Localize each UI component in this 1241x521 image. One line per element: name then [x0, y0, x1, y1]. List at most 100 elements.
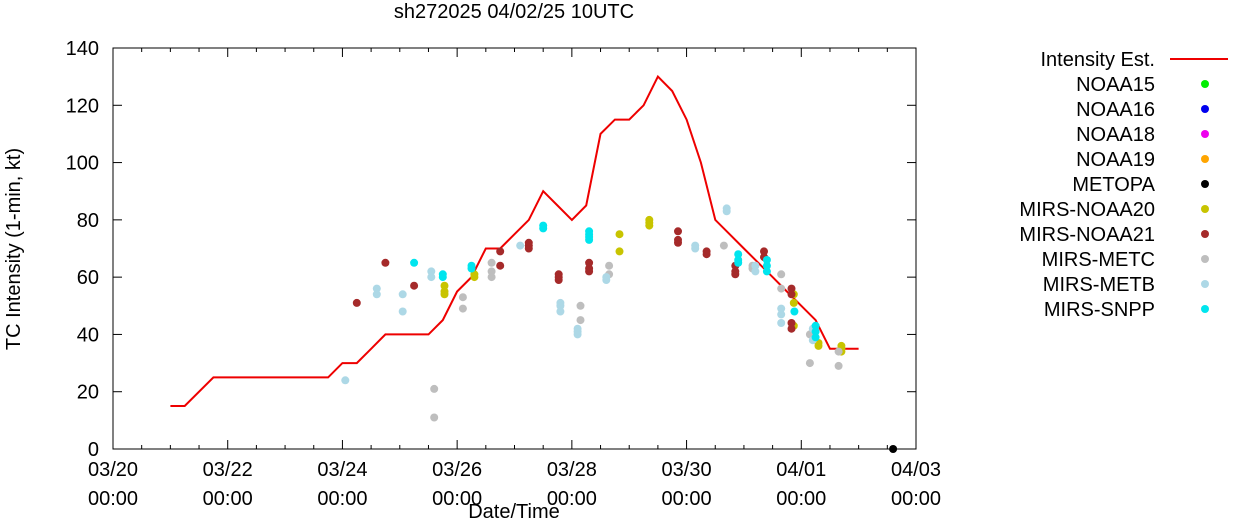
mirs-metc-point — [777, 270, 786, 279]
legend-swatch-dot — [1201, 280, 1209, 288]
mirs-metc-point — [458, 293, 467, 302]
mirs-metb-point — [341, 376, 350, 385]
legend-label: NOAA19 — [1076, 149, 1155, 171]
mirs-noaa20-point — [440, 281, 449, 290]
mirs-snpp-point — [762, 267, 771, 276]
mirs-metb-point — [722, 207, 731, 216]
mirs-noaa20-point — [789, 298, 798, 307]
mirs-metb-point — [372, 290, 381, 299]
y-tick-label: 20 — [77, 382, 99, 404]
x-tick-label-time: 00:00 — [88, 488, 138, 510]
chart-title: sh272025 04/02/25 10UTC — [394, 1, 634, 23]
mirs-metc-point — [834, 361, 843, 370]
x-tick-label-date: 03/26 — [432, 459, 482, 481]
mirs-metb-point — [556, 307, 565, 316]
mirs-metc-point — [487, 258, 496, 267]
x-tick-label-time: 00:00 — [891, 488, 941, 510]
mirs-noaa21-point — [524, 244, 533, 253]
mirs-metc-point — [487, 273, 496, 282]
y-tick-label: 100 — [66, 153, 99, 175]
mirs-noaa20-point — [615, 247, 624, 256]
mirs-metb-point — [398, 290, 407, 299]
mirs-noaa21-point — [496, 247, 505, 256]
mirs-metb-point — [556, 301, 565, 310]
x-tick-label-date: 03/30 — [662, 459, 712, 481]
mirs-metb-point — [751, 267, 760, 276]
plot-frame — [112, 47, 917, 450]
mirs-metb-point — [777, 310, 786, 319]
mirs-noaa21-point — [702, 250, 711, 259]
legend-label: MIRS-METB — [1043, 274, 1155, 296]
mirs-snpp-point — [811, 327, 820, 336]
mirs-snpp-point — [410, 258, 419, 267]
legend-swatch-dot — [1201, 180, 1209, 188]
x-tick-label-date: 03/20 — [88, 459, 138, 481]
mirs-metc-point — [458, 304, 467, 313]
mirs-noaa21-point — [554, 276, 563, 284]
legend-label: MIRS-NOAA20 — [1019, 199, 1155, 221]
x-axis-label: Date/Time — [468, 501, 560, 521]
mirs-metc-point — [430, 384, 439, 393]
mirs-noaa21-point — [787, 284, 796, 293]
mirs-metb-point — [372, 284, 381, 293]
x-tick-label-time: 00:00 — [432, 488, 482, 510]
mirs-noaa21-point — [585, 258, 594, 267]
legend-label: NOAA16 — [1076, 99, 1155, 121]
mirs-noaa21-point — [674, 238, 682, 247]
x-tick-label-time: 00:00 — [662, 488, 712, 510]
mirs-metc-point — [430, 413, 439, 422]
legend-swatch-dot — [1201, 105, 1209, 113]
x-tick-label-time: 00:00 — [203, 488, 253, 510]
y-axis-ticks: 0 20 40 60 80 100 120 140 — [66, 38, 916, 461]
mirs-metc-point — [487, 267, 496, 276]
y-tick-label: 140 — [66, 38, 99, 60]
x-tick-label-time: 00:00 — [547, 488, 597, 510]
legend-swatch-dot — [1201, 155, 1209, 163]
legend: Intensity Est. NOAA15 NOAA16 NOAA18 NOAA19 ME… — [1019, 49, 1228, 321]
plot-area — [170, 74, 898, 453]
mirs-metb-point — [398, 307, 407, 316]
mirs-noaa21-point — [674, 227, 682, 236]
mirs-metb-point — [777, 304, 786, 313]
mirs-metb-point — [691, 244, 700, 253]
mirs-snpp-point — [734, 258, 743, 267]
mirs-metc-point — [719, 241, 728, 250]
mirs-metc-point — [777, 284, 786, 293]
mirs-metc-point — [605, 261, 614, 270]
mirs-noaa21-point — [787, 319, 796, 327]
mirs-metb-point — [427, 267, 436, 276]
legend-swatch-dot — [1201, 205, 1209, 213]
mirs-snpp-point — [734, 250, 743, 259]
mirs-snpp-point — [790, 307, 799, 316]
mirs-noaa20-point — [814, 341, 823, 350]
x-tick-label-date: 03/24 — [317, 459, 367, 481]
legend-swatch-dot — [1201, 130, 1209, 138]
x-tick-label-time: 00:00 — [317, 488, 367, 510]
mirs-noaa21-point — [352, 298, 361, 307]
mirs-snpp-point — [762, 261, 771, 270]
x-axis-ticks: 03/20 00:00 03/22 00:00 03/24 00:00 03/26 00:00… — [88, 48, 941, 510]
mirs-metb-point — [573, 330, 582, 339]
legend-swatch-dot — [1201, 80, 1209, 88]
mirs-metc-point — [576, 316, 585, 325]
mirs-noaa21-point — [787, 324, 796, 333]
mirs-snpp-point — [539, 224, 548, 233]
y-tick-label: 60 — [77, 267, 99, 289]
mirs-metb-point — [427, 273, 436, 282]
mirs-noaa21-point — [787, 290, 796, 299]
mirs-snpp-point — [438, 273, 447, 282]
mirs-metb-point — [602, 276, 611, 284]
x-tick-label-time: 00:00 — [776, 488, 826, 510]
y-tick-label: 0 — [88, 439, 99, 461]
legend-swatch-dot — [1201, 230, 1209, 238]
y-axis-label: TC Intensity (1-min, kt) — [3, 148, 25, 350]
x-tick-label-date: 03/28 — [547, 459, 597, 481]
y-tick-label: 80 — [77, 210, 99, 232]
mirs-noaa21-point — [585, 267, 594, 276]
mirs-noaa20-point — [645, 221, 654, 230]
mirs-metc-point — [576, 301, 585, 310]
mirs-noaa20-point — [615, 230, 624, 239]
intensity-est-line — [170, 74, 859, 407]
x-tick-label-date: 03/22 — [203, 459, 253, 481]
